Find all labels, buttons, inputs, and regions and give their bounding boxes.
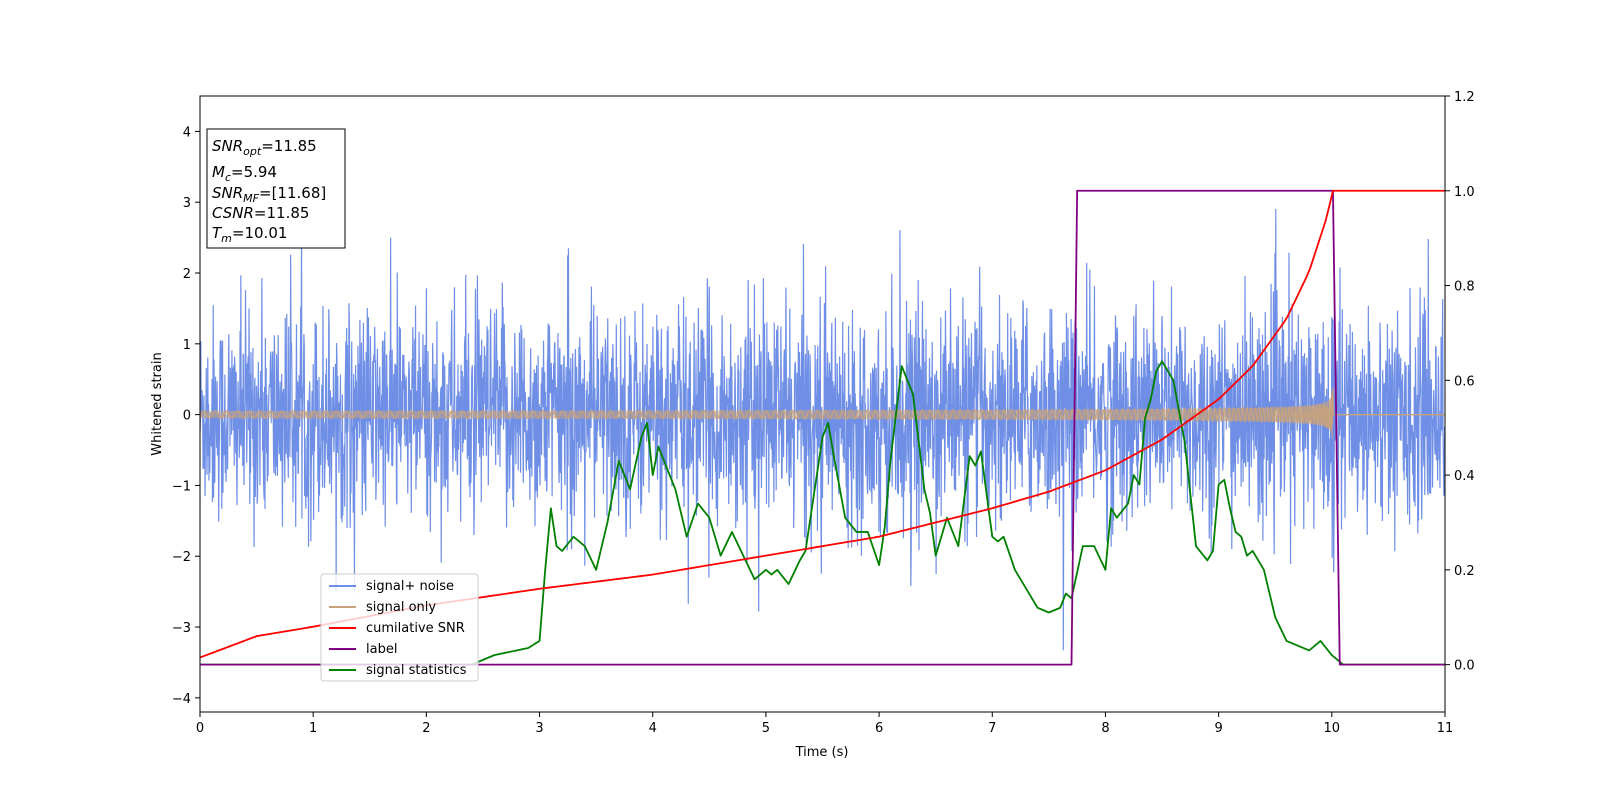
y2-tick-label: 1.0 — [1454, 185, 1475, 200]
x-tick-label: 11 — [1437, 721, 1454, 736]
info-snr-mf-symbol: SNR — [212, 184, 243, 202]
info-tm-symbol: T — [212, 224, 223, 242]
y2-tick-label: 0.6 — [1454, 374, 1475, 389]
legend-label-signal-statistics: signal statistics — [366, 663, 467, 678]
info-csnr: CSNR=11.85 — [212, 204, 309, 222]
y-tick-label: 2 — [183, 267, 191, 282]
x-axis-label: Time (s) — [795, 745, 849, 760]
y-tick-label: −1 — [172, 479, 191, 494]
y-tick-label: 0 — [183, 409, 191, 424]
y-axis-label: Whitened strain — [150, 352, 165, 455]
x-tick-label: 8 — [1101, 721, 1109, 736]
x-tick-label: 3 — [535, 721, 543, 736]
info-snr-mf: SNRMF=[11.68] — [212, 184, 326, 205]
x-tick-label: 6 — [875, 721, 883, 736]
legend-label-cumulative-snr: cumilative SNR — [366, 621, 465, 636]
y-tick-label: 1 — [183, 338, 191, 353]
y2-tick-label: 0.4 — [1454, 469, 1475, 484]
x-tick-label: 1 — [309, 721, 317, 736]
y2-tick-label: 0.2 — [1454, 564, 1475, 579]
legend: signal+ noise signal only cumilative SNR… — [320, 573, 479, 682]
info-mc-symbol: M — [212, 163, 225, 181]
y-tick-label: 3 — [183, 196, 191, 211]
series-signal-statistics-line — [200, 360, 1445, 666]
info-tm: Tm=10.01 — [212, 224, 287, 245]
info-mc: Mc=5.94 — [212, 163, 277, 184]
y-tick-label: −2 — [172, 550, 191, 565]
y2-tick-label: 0.8 — [1454, 280, 1475, 295]
info-tm-subscript: m — [221, 232, 232, 245]
legend-frame — [320, 573, 479, 682]
info-snr-opt: SNRopt=11.85 — [212, 137, 317, 158]
info-box-frame — [206, 128, 346, 249]
y2-tick-label: 0.0 — [1454, 659, 1475, 674]
y2-axis-ticks: 0.0 0.2 0.4 0.6 0.8 1.0 1.2 — [1445, 90, 1475, 674]
info-csnr-value: =11.85 — [254, 204, 310, 222]
info-csnr-symbol: CSNR — [212, 204, 254, 222]
info-tm-value: =10.01 — [232, 224, 288, 242]
info-snr-opt-symbol: SNR — [212, 137, 243, 155]
x-tick-label: 10 — [1324, 721, 1341, 736]
series-signal-only-envelope — [200, 387, 1333, 442]
info-mc-subscript: c — [225, 171, 231, 184]
legend-label-signal-only: signal only — [366, 600, 436, 615]
y2-tick-label: 1.2 — [1454, 90, 1475, 105]
y-axis-ticks: −4 −3 −2 −1 0 1 2 3 4 — [172, 125, 200, 707]
x-tick-label: 9 — [1214, 721, 1222, 736]
x-tick-label: 0 — [196, 721, 204, 736]
series-label-line — [200, 189, 1445, 666]
axes-frame — [199, 95, 1446, 713]
x-axis-ticks: 0 1 2 3 4 5 6 7 8 9 10 11 — [196, 712, 1453, 736]
y-tick-label: −4 — [172, 692, 191, 707]
legend-label-label: label — [366, 642, 397, 657]
y-tick-label: −3 — [172, 621, 191, 636]
x-tick-label: 7 — [988, 721, 996, 736]
info-snr-opt-subscript: opt — [243, 145, 262, 158]
info-box: SNRopt=11.85 Mc=5.94 SNRMF=[11.68] CSNR=… — [206, 128, 346, 249]
x-tick-label: 5 — [762, 721, 770, 736]
info-snr-mf-value: =[11.68] — [259, 184, 326, 202]
info-snr-mf-subscript: MF — [243, 192, 259, 205]
x-tick-label: 2 — [422, 721, 430, 736]
info-mc-value: =5.94 — [231, 163, 277, 181]
x-tick-label: 4 — [649, 721, 657, 736]
legend-label-signal-noise: signal+ noise — [366, 579, 454, 594]
info-snr-opt-value: =11.85 — [261, 137, 317, 155]
y-tick-label: 4 — [183, 125, 191, 140]
